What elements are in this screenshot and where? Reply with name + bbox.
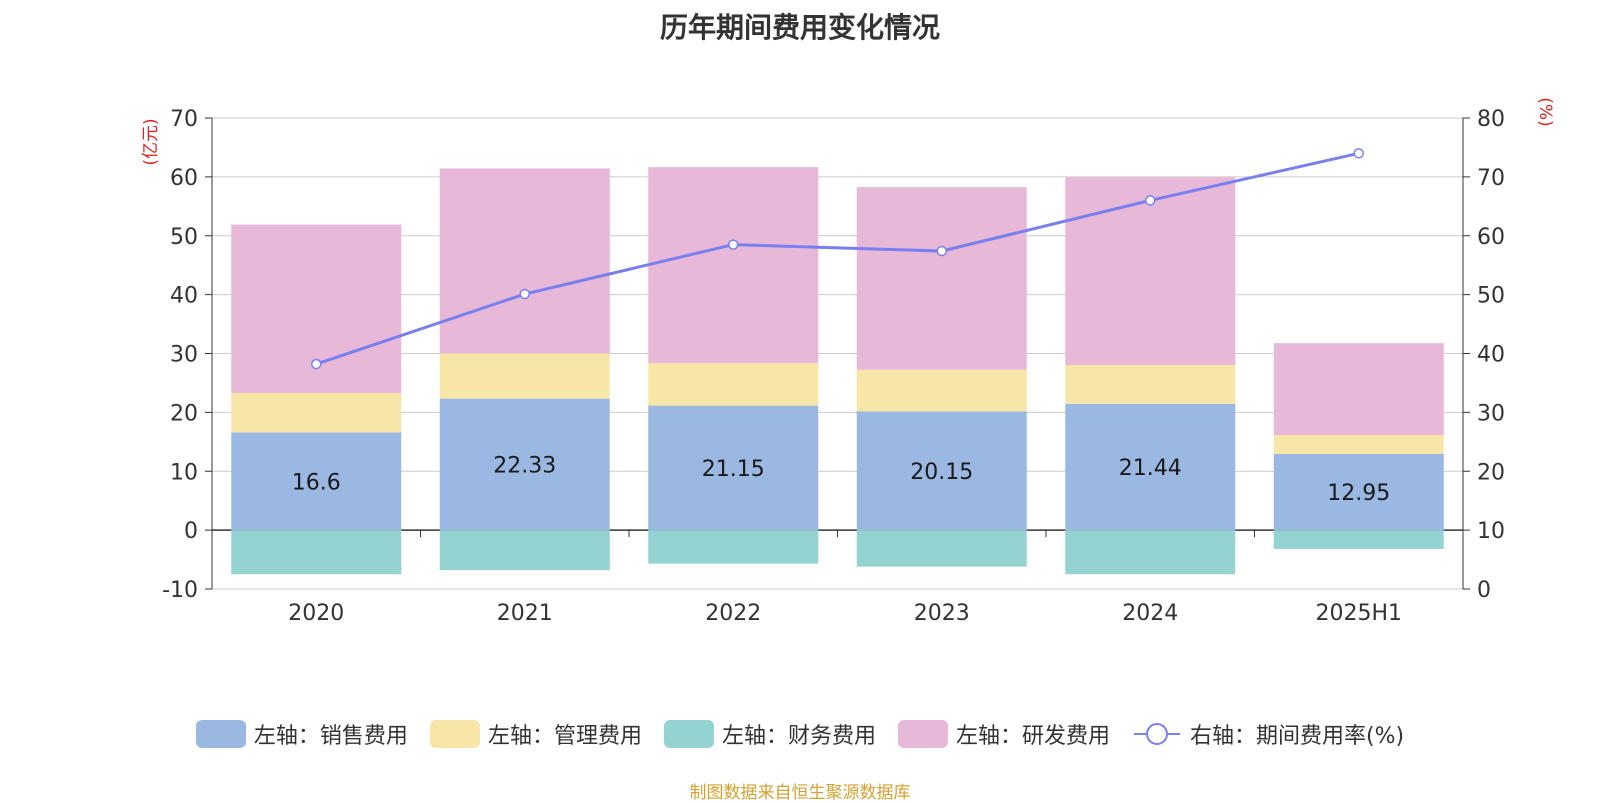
legend-swatch-finance [663,720,714,748]
y-right-tick-label: 10 [1477,519,1505,544]
legend-label-finance: 左轴：财务费用 [721,724,876,749]
rate-point [311,358,322,370]
y-right-tick-label: 20 [1477,460,1505,485]
rate-point [1353,148,1364,159]
y-right-tick-label: 40 [1477,343,1505,368]
bar-segment [856,187,1027,370]
bar-segment [648,167,819,364]
source-note: 制图数据来自恒生聚源数据库 [689,783,911,803]
data-label: 16.6 [292,470,341,495]
bar-segment [439,353,610,399]
bar-segment-negative [439,530,610,571]
y-left-tick-label: 30 [170,343,198,368]
data-label: 20.15 [910,460,973,485]
data-label: 12.95 [1327,481,1390,506]
bar-segment [648,363,819,406]
bar-segment [1273,453,1444,531]
legend-label-rnd: 左轴：研发费用 [955,724,1110,749]
rate-line [315,151,1360,366]
bar-segment-negative [856,530,1027,567]
bar-segment-negative [231,530,402,575]
x-tick-label: 2021 [497,601,553,626]
x-tick-label: 2025H1 [1315,601,1402,626]
y-right-tick-label: 50 [1477,284,1505,309]
bar-segment-negative [1273,530,1444,549]
legend-line-marker-icon [1133,723,1180,745]
x-tick-label: 2020 [288,601,344,626]
chart-title: 历年期间费用变化情况 [659,11,940,44]
bar-segment [1273,435,1444,454]
data-label: 21.44 [1119,456,1182,481]
rate-point [728,239,739,250]
y-left-tick-label: 0 [184,519,198,544]
legend-item-sales[interactable]: 左轴：销售费用 [195,718,408,750]
y-left-tick-label: -10 [162,578,198,603]
y-right-tick-label: 70 [1477,166,1505,191]
data-label: 22.33 [493,453,556,478]
y-right-tick-label: 80 [1477,107,1505,132]
legend-swatch-rnd [897,720,948,748]
y-left-tick-label: 60 [170,166,198,191]
legend-label-sales: 左轴：销售费用 [253,724,408,749]
data-label: 21.15 [702,457,765,482]
legend-item-rate[interactable]: 右轴：期间费用率(%) [1132,718,1404,750]
bar-segment [231,432,402,531]
y-left-axis-title: (亿元) [141,118,161,165]
legend-label-rate: 右轴：期间费用率(%) [1189,724,1405,749]
bar-segment [1065,365,1236,404]
rate-point [519,288,530,300]
bar-segment-negative [648,530,819,564]
legend-item-rnd[interactable]: 左轴：研发费用 [897,718,1110,750]
x-tick-label: 2024 [1122,601,1178,626]
bar-segment [1273,343,1444,436]
bar-segment [856,369,1027,412]
y-left-tick-label: 10 [170,460,198,485]
bar-segment [1065,403,1236,531]
y-left-tick-label: 20 [170,401,198,426]
rate-point [936,245,947,257]
y-right-tick-label: 0 [1477,578,1491,603]
y-right-axis-title: (%) [1535,97,1555,126]
legend-label-admin: 左轴：管理费用 [487,724,642,749]
bar-segment [856,411,1027,531]
bar-segment [439,398,610,531]
y-left-tick-label: 70 [170,107,198,132]
bar-segment-negative [1065,530,1236,575]
x-tick-label: 2022 [705,601,761,626]
y-right-tick-label: 30 [1477,401,1505,426]
y-left-tick-label: 40 [170,284,198,309]
y-right-tick-label: 60 [1477,225,1505,250]
bar-segment [231,392,402,433]
x-tick-label: 2023 [914,601,970,626]
legend-item-admin[interactable]: 左轴：管理费用 [429,718,642,750]
legend-item-finance[interactable]: 左轴：财务费用 [663,718,876,750]
bar-segment [1065,177,1236,366]
y-left-tick-label: 50 [170,225,198,250]
bar-segment [648,405,819,531]
legend-swatch-admin [429,720,480,748]
rate-point [1145,195,1156,206]
bar-segment [439,168,610,354]
legend-swatch-sales [195,720,246,748]
chart-legend: 左轴：销售费用 左轴：管理费用 左轴：财务费用 左轴：研发费用 右轴：期间费用率… [0,718,1600,750]
